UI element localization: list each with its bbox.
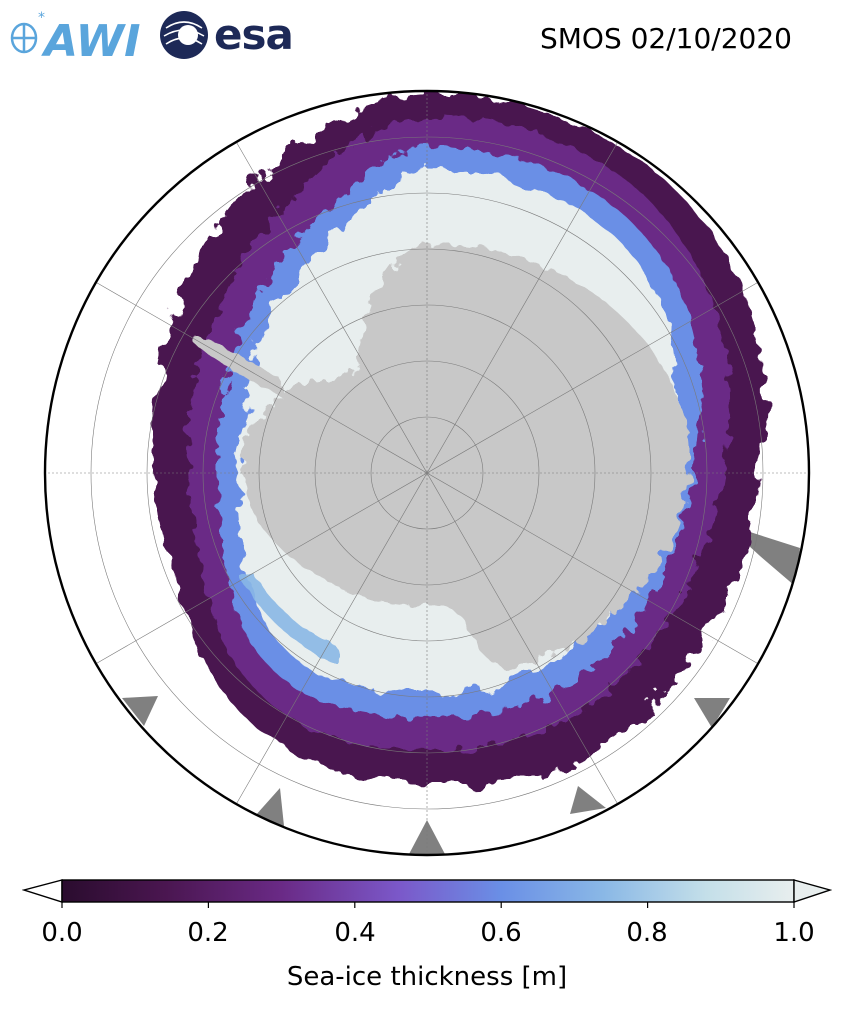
colorbar-label: Sea-ice thickness [m] bbox=[286, 962, 568, 992]
colorbar-tick: 0.2 bbox=[187, 918, 229, 948]
colorbar-tick-labels: 0.0 0.2 0.4 0.6 0.8 1.0 bbox=[0, 918, 854, 958]
antarctic-peninsula bbox=[191, 336, 285, 398]
awi-logo: * AWI bbox=[10, 10, 141, 62]
antarctica-land bbox=[243, 243, 690, 668]
graticule bbox=[45, 91, 809, 855]
colorbar-tick: 0.6 bbox=[480, 918, 522, 948]
colorbar bbox=[22, 879, 832, 908]
awi-globe-icon bbox=[10, 22, 38, 54]
map-boundary bbox=[43, 89, 811, 857]
colorbar-tick-marks bbox=[61, 902, 795, 908]
colorbar-tick: 1.0 bbox=[773, 918, 815, 948]
colorbar-tick: 0.8 bbox=[626, 918, 668, 948]
colorbar-extend-min bbox=[22, 879, 63, 903]
esa-emblem-icon bbox=[160, 11, 208, 59]
awi-logo-text: AWI bbox=[41, 16, 141, 62]
sea-ice-map bbox=[43, 89, 811, 857]
map-title: SMOS 02/10/2020 bbox=[539, 22, 792, 55]
colorbar-extend-max bbox=[793, 879, 832, 903]
colorbar-gradient bbox=[61, 879, 795, 903]
svg-text:*: * bbox=[38, 10, 45, 26]
colorbar-tick: 0.4 bbox=[334, 918, 376, 948]
esa-logo-text: esa bbox=[214, 10, 294, 59]
esa-logo bbox=[160, 11, 208, 59]
colorbar-tick: 0.0 bbox=[41, 918, 83, 948]
